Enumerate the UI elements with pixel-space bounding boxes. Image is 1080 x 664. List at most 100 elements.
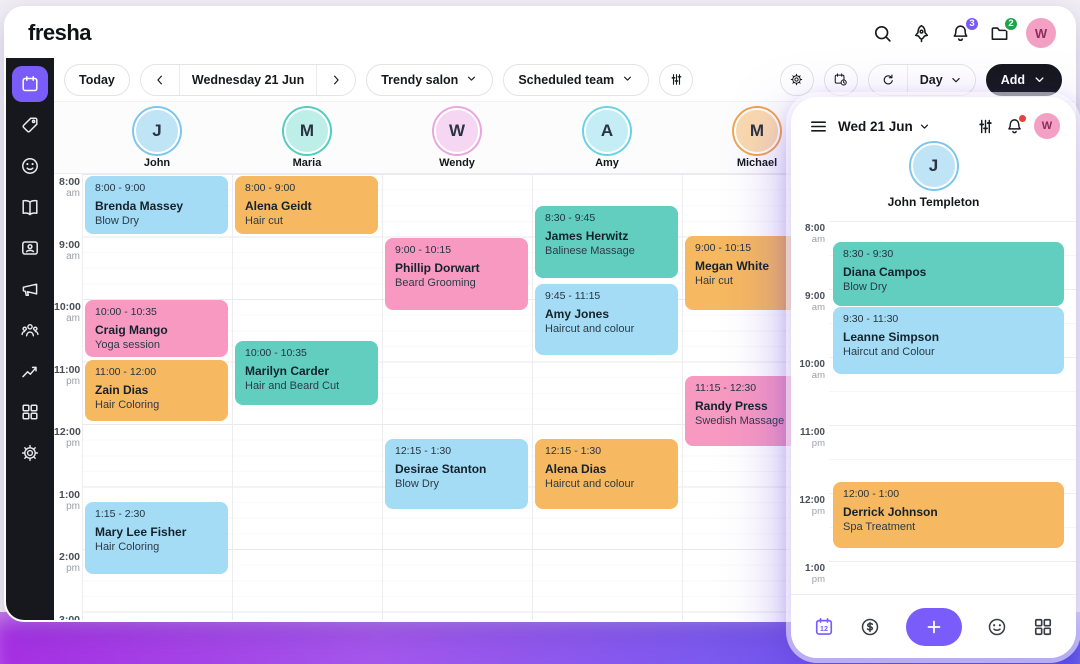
view-day-selector[interactable]: Day <box>906 64 975 95</box>
appointment-service: Yoga session <box>95 339 161 351</box>
appointment-service: Swedish Massage <box>695 415 785 427</box>
folder-icon[interactable]: 2 <box>987 15 1019 46</box>
current-date-button[interactable]: Wednesday 21 Jun <box>178 64 317 95</box>
appointment-service: Beard Grooming <box>395 277 476 289</box>
view-switcher: Day <box>867 63 976 96</box>
app-header: fresha 3 2 W <box>6 8 1074 58</box>
appointment-client: Diana Campos <box>843 265 927 279</box>
appointment-block[interactable]: 12:00 - 1:00 Derrick Johnson Spa Treatment <box>833 482 1064 548</box>
appointment-service: Haircut and colour <box>545 478 635 490</box>
appointment-time: 9:00 - 10:15 <box>395 244 452 256</box>
appointment-time: 9:30 - 11:30 <box>843 313 899 325</box>
column-divider <box>82 174 83 620</box>
time-label: 3:00 <box>58 613 80 622</box>
staff-header-wendy[interactable]: W Wendy <box>397 108 517 169</box>
user-avatar[interactable]: W <box>1026 18 1056 48</box>
rocket-icon[interactable] <box>909 21 934 46</box>
appointment-client: Alena Geidt <box>245 199 312 213</box>
mobile-date-selector[interactable]: Wed 21 Jun <box>838 119 931 134</box>
sidebar-item-settings-gear[interactable] <box>12 435 48 471</box>
appointment-client: Derrick Johnson <box>843 505 938 519</box>
staff-header-amy[interactable]: A Amy <box>547 108 667 169</box>
appointment-time: 9:45 - 11:15 <box>545 290 601 302</box>
mobile-filters-sliders-icon[interactable] <box>976 117 995 136</box>
prev-day-button[interactable] <box>140 64 179 95</box>
today-button[interactable]: Today <box>64 63 130 96</box>
appointment-service: Spa Treatment <box>843 521 916 533</box>
appointment-block[interactable]: 8:30 - 9:30 Diana Campos Blow Dry <box>833 242 1064 306</box>
notifications-bell-icon[interactable]: 3 <box>948 15 980 46</box>
mobile-more-grid-tab[interactable] <box>1032 616 1054 638</box>
settings-gear-icon[interactable] <box>779 63 814 96</box>
mobile-staff-name: John Templeton <box>887 195 980 209</box>
refresh-icon[interactable] <box>868 64 907 95</box>
staff-header-john[interactable]: J John <box>97 108 217 169</box>
appointment-block[interactable]: 9:30 - 11:30 Leanne Simpson Haircut and Co… <box>833 307 1064 374</box>
waitlist-calendar-icon[interactable] <box>823 63 858 96</box>
time-label: 8:00 am <box>804 223 825 245</box>
appointment-client: Alena Dias <box>545 462 607 476</box>
appointment-block[interactable]: 10:00 - 10:35 Marilyn Carder Hair and Bear… <box>235 341 378 405</box>
sidebar-item-promotions-tag[interactable] <box>12 107 48 143</box>
appointment-block[interactable]: 1:15 - 2:30 Mary Lee Fisher Hair Coloring <box>85 502 228 574</box>
appointment-service: Balinese Massage <box>545 245 635 257</box>
appointment-service: Hair cut <box>245 215 283 227</box>
mobile-add-button[interactable] <box>905 607 962 646</box>
mobile-sales-tab[interactable] <box>859 616 881 638</box>
add-button[interactable]: Add <box>985 63 1062 96</box>
sidebar-item-reviews-smiley[interactable] <box>12 148 48 184</box>
calendar-toolbar: Today Wednesday 21 Jun Trendy salon <box>54 58 1074 102</box>
time-label: 9:00 am <box>58 238 80 262</box>
appointment-service: Blow Dry <box>395 478 440 490</box>
appointment-client: Brenda Massey <box>95 199 184 213</box>
time-label: 9:00 am <box>804 291 825 313</box>
appointment-block[interactable]: 9:45 - 11:15 Amy Jones Haircut and colour <box>535 284 678 355</box>
appointment-service: Blow Dry <box>95 215 140 227</box>
appointment-time: 8:30 - 9:45 <box>545 212 596 224</box>
search-icon[interactable] <box>870 21 895 46</box>
hamburger-menu-icon[interactable] <box>809 117 828 136</box>
sidebar-item-clients-card[interactable] <box>12 230 48 266</box>
sidebar-item-reports-chart[interactable] <box>12 353 48 389</box>
mobile-clients-tab[interactable] <box>986 616 1008 638</box>
appointment-block[interactable]: 10:00 - 10:35 Craig Mango Yoga session <box>85 300 228 357</box>
appointment-service: Hair Coloring <box>95 541 160 553</box>
mobile-app-overlay: Wed 21 Jun W J John Templeton 8:00 am 9:00… <box>791 97 1076 658</box>
sidebar-item-marketing-megaphone[interactable] <box>12 271 48 307</box>
sidebar-item-apps-grid[interactable] <box>12 394 48 430</box>
sidebar-item-team-people[interactable] <box>12 312 48 348</box>
location-selector[interactable]: Trendy salon <box>366 63 494 96</box>
team-filter-selector[interactable]: Scheduled team <box>503 63 650 96</box>
staff-header-maria[interactable]: M Maria <box>247 108 367 169</box>
mobile-bottom-nav: 12 <box>791 594 1076 658</box>
column-divider <box>382 174 383 620</box>
staff-avatar: W <box>434 108 480 154</box>
filters-sliders-icon[interactable] <box>659 63 694 96</box>
appointment-service: Hair Coloring <box>95 399 160 411</box>
mobile-bell-icon[interactable] <box>1005 114 1026 136</box>
appointment-service: Blow Dry <box>843 281 888 293</box>
appointment-client: Desirae Stanton <box>395 462 487 476</box>
appointment-block[interactable]: 8:00 - 9:00 Brenda Massey Blow Dry <box>85 176 228 234</box>
mobile-user-avatar[interactable]: W <box>1034 113 1060 139</box>
next-day-button[interactable] <box>316 64 356 95</box>
appointment-block[interactable]: 8:30 - 9:45 James Herwitz Balinese Massage <box>535 206 678 278</box>
appointment-block[interactable]: 8:00 - 9:00 Alena Geidt Hair cut <box>235 176 378 234</box>
appointment-block[interactable]: 12:15 - 1:30 Alena Dias Haircut and colour <box>535 439 678 509</box>
column-divider <box>682 174 683 620</box>
fresha-logo: fresha <box>28 20 92 45</box>
mobile-staff-avatar[interactable]: J <box>910 143 957 189</box>
mobile-calendar-tab[interactable]: 12 <box>813 616 835 638</box>
appointment-time: 11:00 - 12:00 <box>95 366 157 378</box>
time-label: 8:00 am <box>58 176 80 200</box>
appointment-time: 11:15 - 12:30 <box>695 382 757 394</box>
sidebar-item-catalog-book[interactable] <box>12 189 48 225</box>
appointment-block[interactable]: 9:00 - 10:15 Phillip Dorwart Beard Groomin… <box>385 238 528 310</box>
time-label: 10:00 am <box>799 359 825 381</box>
appointment-block[interactable]: 12:15 - 1:30 Desirae Stanton Blow Dry <box>385 439 528 509</box>
staff-header-michael[interactable]: M Michael <box>697 108 817 169</box>
appointment-client: Marilyn Carder <box>245 364 330 378</box>
time-label: 12:00 pm <box>54 426 81 450</box>
sidebar-item-calendar[interactable] <box>12 66 48 102</box>
appointment-block[interactable]: 11:00 - 12:00 Zain Dias Hair Coloring <box>85 360 228 421</box>
